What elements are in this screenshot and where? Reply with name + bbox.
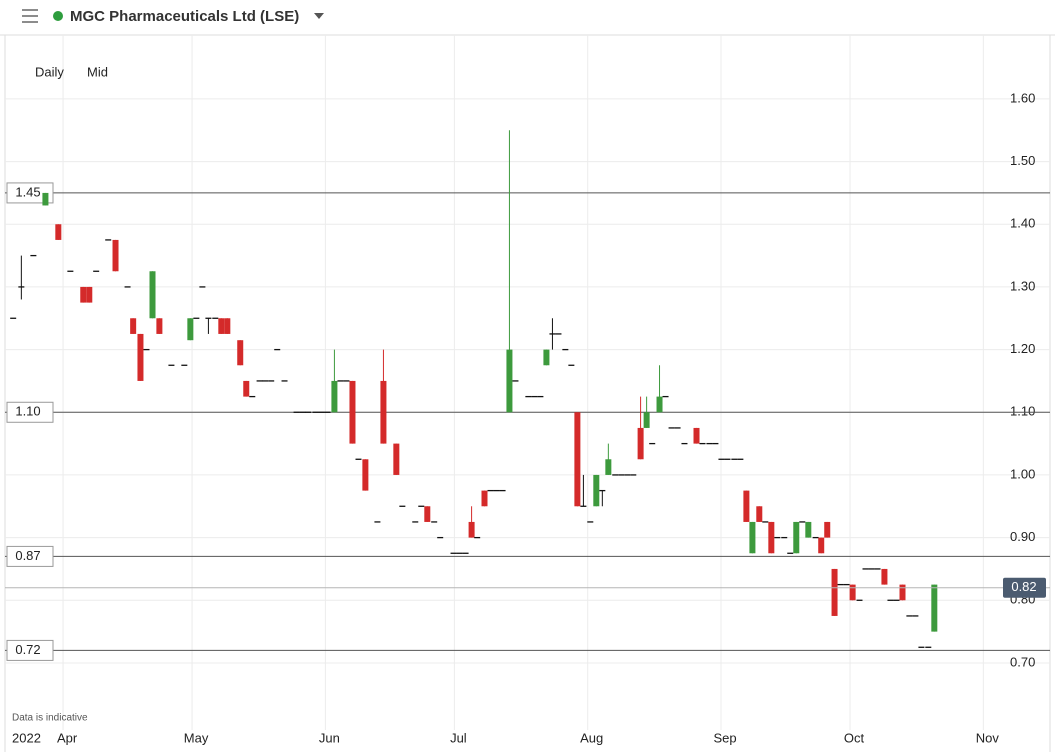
price-line-label: 1.45 xyxy=(15,184,40,199)
y-tick-label: 1.30 xyxy=(1010,278,1035,293)
candle-body xyxy=(805,521,812,538)
x-tick-label: Oct xyxy=(844,730,865,745)
current-price-tag xyxy=(1003,577,1046,598)
x-tick-label: Apr xyxy=(57,730,78,745)
x-tick-label: Nov xyxy=(976,730,1000,745)
x-tick-label: Jun xyxy=(319,730,340,745)
candle-body xyxy=(156,318,163,334)
price-line-label: 0.72 xyxy=(15,642,40,657)
price-line-tag xyxy=(6,545,54,567)
candle-body xyxy=(349,380,356,444)
candle-body xyxy=(831,568,838,616)
candle-body xyxy=(768,521,775,554)
candle-body xyxy=(424,506,431,522)
x-tick-label: Aug xyxy=(580,730,603,745)
x-year-label: 2022 xyxy=(12,730,41,745)
candle-body xyxy=(693,427,700,444)
candle-body xyxy=(149,271,156,319)
candle-body xyxy=(931,584,938,632)
candle-body xyxy=(137,333,144,381)
y-tick-label: 1.60 xyxy=(1010,90,1035,105)
candle-body xyxy=(55,224,62,240)
current-price-label: 0.82 xyxy=(1011,579,1036,594)
candle-body xyxy=(881,568,888,585)
candle-body xyxy=(849,584,856,601)
interval-button[interactable]: Daily xyxy=(35,64,64,79)
candle-body xyxy=(899,584,906,601)
x-tick-label: May xyxy=(184,730,209,745)
y-tick-label: 1.50 xyxy=(1010,153,1035,168)
price-line-label: 1.10 xyxy=(15,404,40,419)
candle-body xyxy=(643,412,650,428)
price-line-tag xyxy=(6,182,54,204)
price-type-button[interactable]: Mid xyxy=(87,64,108,79)
price-line-tag xyxy=(6,639,54,661)
y-tick-label: 1.20 xyxy=(1010,341,1035,356)
candle-body xyxy=(218,318,225,334)
dropdown-arrow[interactable] xyxy=(314,13,324,19)
y-tick-label: 0.70 xyxy=(1010,654,1035,669)
candle-body xyxy=(749,521,756,554)
candle-body xyxy=(130,318,137,334)
y-tick-label: 1.40 xyxy=(1010,216,1035,231)
candle-body xyxy=(818,537,825,554)
candle-body xyxy=(637,427,644,460)
x-tick-label: Jul xyxy=(450,730,467,745)
x-tick-label: Sep xyxy=(713,730,736,745)
menu-icon[interactable] xyxy=(22,9,38,23)
candle-body xyxy=(237,340,244,366)
y-tick-label: 0.90 xyxy=(1010,529,1035,544)
instrument-title[interactable]: MGC Pharmaceuticals Ltd (LSE) xyxy=(70,8,299,25)
price-line-label: 0.87 xyxy=(15,548,40,563)
candle-body xyxy=(380,380,387,444)
candle-body xyxy=(605,459,612,475)
candle-body xyxy=(543,349,550,366)
candle-body xyxy=(80,286,87,303)
candle-body xyxy=(743,490,750,522)
candle-body xyxy=(243,380,250,397)
candle-body xyxy=(656,396,663,413)
status-dot xyxy=(53,11,63,21)
candle-body xyxy=(481,490,488,507)
y-tick-label: 1.10 xyxy=(1010,404,1035,419)
price-line-tag xyxy=(6,401,54,423)
candle-body xyxy=(187,318,194,341)
candle-body xyxy=(331,380,338,413)
candle-body xyxy=(506,349,513,413)
candle-body xyxy=(756,506,763,522)
candle-body xyxy=(86,286,93,303)
candle-body xyxy=(793,521,800,554)
y-tick-label: 1.00 xyxy=(1010,466,1035,481)
candle-body xyxy=(468,521,475,538)
candle-body xyxy=(362,459,369,491)
candle-body xyxy=(112,239,119,272)
candle-body xyxy=(393,443,400,475)
candle-body xyxy=(42,192,49,206)
candle-body xyxy=(574,412,581,507)
plot: 0.700.800.901.001.101.201.301.401.501.60… xyxy=(5,35,1050,745)
candle-body xyxy=(593,474,600,507)
candle-body xyxy=(224,318,231,334)
candle-body xyxy=(824,521,831,538)
footer-note: Data is indicative xyxy=(12,713,88,724)
